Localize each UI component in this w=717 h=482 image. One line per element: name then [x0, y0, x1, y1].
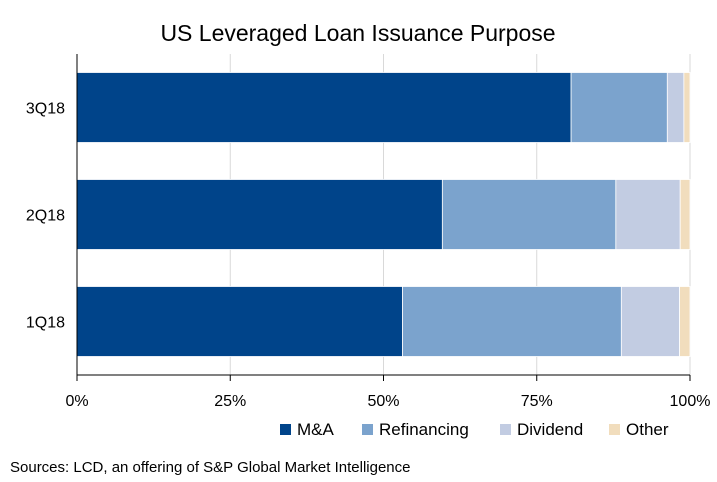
x-tick-label: 50%	[367, 393, 399, 410]
legend-label: M&A	[297, 420, 335, 439]
bar-segment-refinancing	[570, 72, 668, 143]
bar-segment-other	[679, 179, 691, 250]
y-tick-label: 2Q18	[26, 208, 65, 225]
x-tick-label: 100%	[670, 393, 711, 410]
legend-swatch	[362, 424, 373, 435]
bar-segment-other	[683, 72, 691, 143]
bar-segment-refinancing	[441, 179, 617, 250]
y-tick-label: 1Q18	[26, 315, 65, 332]
bar-segment-dividend	[620, 286, 680, 357]
legend-swatch	[609, 424, 620, 435]
bars-group	[76, 72, 691, 357]
bar-segment-m-a	[76, 179, 443, 250]
bar-segment-dividend	[666, 72, 685, 143]
legend-label: Dividend	[517, 420, 583, 439]
legend-swatch	[500, 424, 511, 435]
bar-segment-refinancing	[402, 286, 622, 357]
legend-swatch	[280, 424, 291, 435]
chart-title: US Leveraged Loan Issuance Purpose	[160, 20, 555, 46]
source-note: Sources: LCD, an offering of S&P Global …	[10, 459, 411, 476]
x-tick-label: 25%	[214, 393, 246, 410]
axes-group: 0% 25% 50% 75% 100% 3Q18 2Q18 1Q18	[26, 54, 711, 410]
y-tick-label: 3Q18	[26, 101, 65, 118]
x-tick-label: 0%	[65, 393, 88, 410]
x-tick-label: 75%	[521, 393, 553, 410]
bar-segment-dividend	[615, 179, 681, 250]
legend-label: Other	[626, 420, 669, 439]
bar-segment-other	[679, 286, 691, 357]
legend-label: Refinancing	[379, 420, 469, 439]
legend: M&A Refinancing Dividend Other	[280, 420, 669, 439]
bar-segment-m-a	[76, 286, 403, 357]
bar-segment-m-a	[76, 72, 572, 143]
